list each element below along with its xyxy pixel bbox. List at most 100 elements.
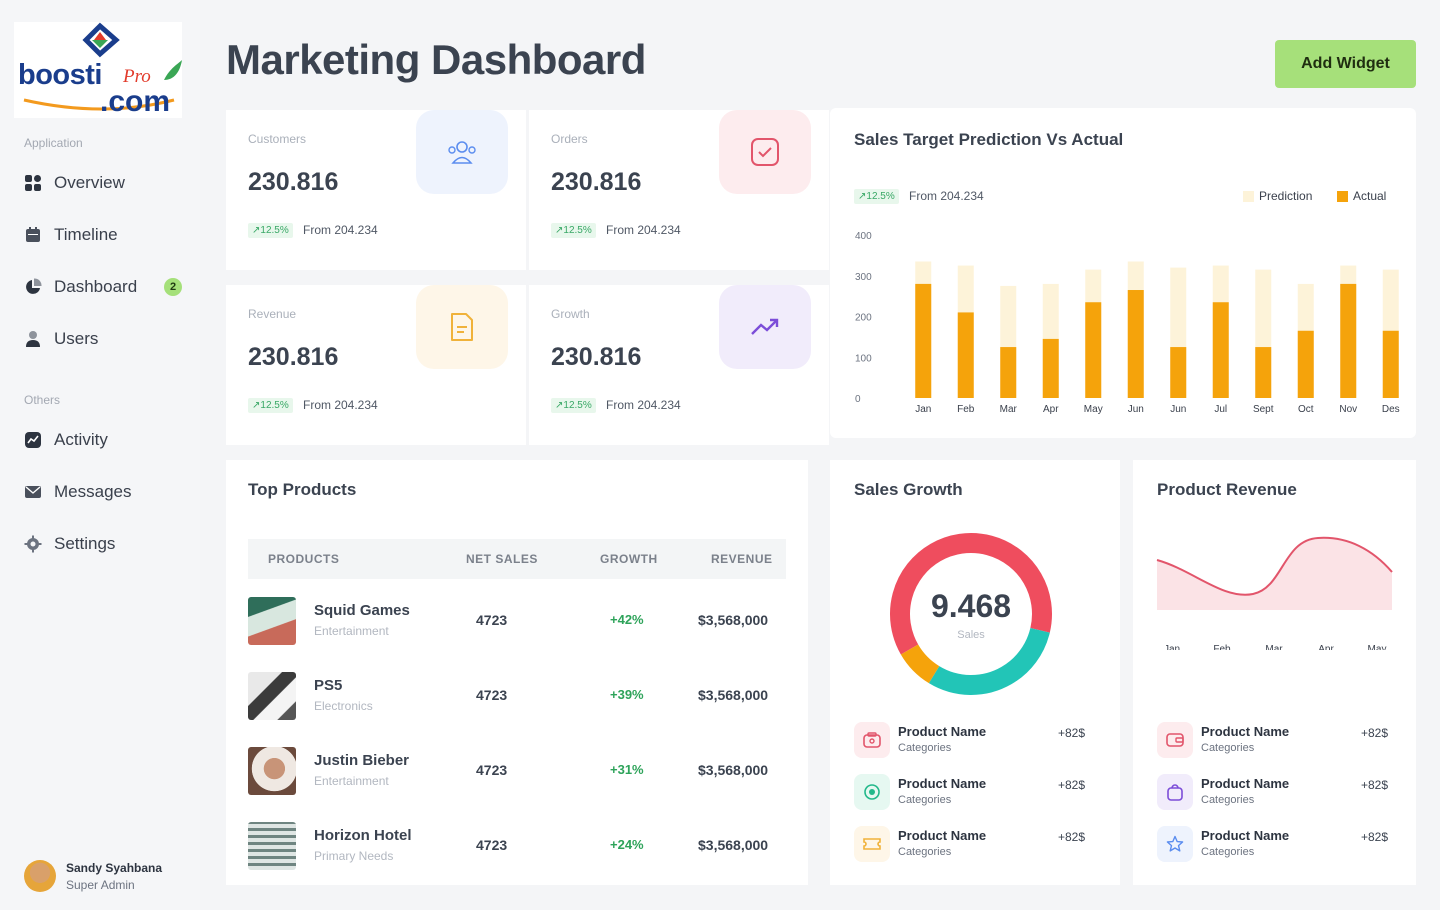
- actual-bar: [1127, 290, 1144, 398]
- sales-growth-list-item[interactable]: Product Name Categories +82$: [854, 826, 1094, 866]
- check-box-icon: [719, 110, 811, 194]
- sidebar-item-label: Overview: [54, 173, 125, 192]
- x-tick-label: Jan: [915, 404, 931, 415]
- table-row[interactable]: Squid Games Entertainment 4723 +42% $3,5…: [248, 597, 786, 647]
- product-revenue-list-item[interactable]: Product Name Categories +82$: [1157, 722, 1397, 762]
- revenue-area: [1157, 537, 1392, 610]
- table-row[interactable]: Justin Bieber Entertainment 4723 +31% $3…: [248, 747, 786, 797]
- sales-target-card: Sales Target Prediction Vs Actual ↗12.5%…: [830, 108, 1416, 438]
- list-item-value: +82$: [1361, 830, 1389, 844]
- actual-bar: [1255, 347, 1272, 398]
- sidebar: boosti Pro .com Application Overview Tim…: [0, 0, 200, 910]
- product-name: Justin Bieber: [314, 752, 410, 769]
- stat-label: Orders: [551, 132, 588, 146]
- actual-bar: [1170, 347, 1187, 398]
- x-tick-label: Jan: [1164, 644, 1180, 650]
- sidebar-item-label: Settings: [54, 534, 116, 553]
- donut-center-label: Sales: [957, 629, 985, 641]
- sales-growth-list-item[interactable]: Product Name Categories +82$: [854, 722, 1094, 762]
- add-widget-button[interactable]: Add Widget: [1275, 40, 1416, 88]
- y-tick-label: 200: [855, 313, 872, 324]
- brand-logo[interactable]: boosti Pro .com: [14, 22, 182, 118]
- product-revenue-card: Product Revenue Jan Feb Mar Apr May: [1133, 460, 1416, 885]
- list-item-name: Product Name: [898, 776, 987, 791]
- sidebar-item-dashboard[interactable]: Dashboard 2: [24, 272, 194, 302]
- sales-target-from: From 204.234: [909, 189, 984, 203]
- donut-slice-2: [890, 533, 1052, 695]
- sidebar-item-users[interactable]: Users: [24, 324, 194, 354]
- product-revenue-list-item[interactable]: Product Name Categories +82$: [1157, 826, 1397, 866]
- column-revenue[interactable]: REVENUE: [711, 552, 773, 566]
- stat-card-customers: Customers 230.816 ↗12.5% From 204.234: [226, 110, 526, 270]
- table-row[interactable]: Horizon Hotel Primary Needs 4723 +24% $3…: [248, 822, 786, 872]
- growth: +42%: [610, 612, 644, 627]
- column-net-sales[interactable]: NET SALES: [466, 552, 538, 566]
- column-growth[interactable]: GROWTH: [600, 552, 658, 566]
- mail-icon: [24, 483, 42, 501]
- x-tick-label: May: [1368, 644, 1387, 650]
- sidebar-item-label: Users: [54, 329, 99, 348]
- growth: +24%: [610, 837, 644, 852]
- actual-bar: [1000, 347, 1017, 398]
- product-name: Squid Games: [314, 602, 410, 619]
- stat-value: 230.816: [551, 168, 642, 196]
- logo-mark-icon: [23, 22, 182, 111]
- stat-from: From 204.234: [303, 398, 378, 412]
- user-profile[interactable]: Sandy Syahbana Super Admin: [24, 860, 162, 892]
- product-revenue-list-item[interactable]: Product Name Categories +82$: [1157, 774, 1397, 814]
- revenue: $3,568,000: [698, 612, 769, 628]
- sidebar-item-activity[interactable]: Activity: [24, 425, 194, 455]
- sidebar-item-label: Activity: [54, 430, 108, 449]
- product-category: Entertainment: [314, 624, 389, 638]
- legend-label: Prediction: [1259, 189, 1313, 203]
- sidebar-item-label: Timeline: [54, 225, 118, 244]
- ticket-icon: [854, 826, 890, 862]
- x-tick-label: Jun: [1170, 404, 1186, 415]
- actual-bar: [1340, 283, 1357, 398]
- others-section-label: Others: [24, 393, 61, 407]
- stat-label: Customers: [248, 132, 307, 146]
- product-category: Primary Needs: [314, 849, 394, 863]
- list-item-name: Product Name: [898, 724, 987, 739]
- sidebar-item-overview[interactable]: Overview: [24, 168, 194, 198]
- revenue: $3,568,000: [698, 687, 769, 703]
- stat-change-chip: ↗12.5%: [248, 398, 293, 413]
- x-tick-label: Feb: [1213, 644, 1231, 650]
- logo-pro-text: Pro: [123, 66, 151, 87]
- grid-icon: [24, 174, 42, 192]
- users-icon: [416, 110, 508, 194]
- stat-value: 230.816: [551, 343, 642, 371]
- product-thumbnail: [248, 822, 296, 870]
- x-tick-label: Apr: [1318, 644, 1334, 650]
- gear-icon: [24, 535, 42, 553]
- sidebar-item-settings[interactable]: Settings: [24, 529, 194, 559]
- legend-label: Actual: [1353, 189, 1387, 203]
- sales-growth-list-item[interactable]: Product Name Categories +82$: [854, 774, 1094, 814]
- actual-bar: [1297, 330, 1314, 398]
- stat-value: 230.816: [248, 343, 339, 371]
- sidebar-item-label: Dashboard: [54, 277, 138, 296]
- x-tick-label: Jul: [1214, 404, 1227, 415]
- actual-bar: [957, 312, 974, 398]
- legend-actual: Actual: [1337, 189, 1386, 203]
- dashboard-count-badge: 2: [164, 278, 182, 296]
- revenue-line: [1156, 536, 1393, 596]
- column-products[interactable]: PRODUCTS: [268, 552, 340, 566]
- y-tick-label: 400: [855, 231, 872, 242]
- product-thumbnail: [248, 747, 296, 795]
- trend-up-icon: [719, 285, 811, 369]
- stat-from: From 204.234: [606, 223, 681, 237]
- stat-card-revenue: Revenue 230.816 ↗12.5% From 204.234: [226, 285, 526, 445]
- sidebar-item-timeline[interactable]: Timeline: [24, 220, 194, 250]
- sales-growth-donut-chart: [890, 533, 1052, 695]
- growth: +39%: [610, 687, 644, 702]
- page-title: Marketing Dashboard: [226, 36, 646, 83]
- table-row[interactable]: PS5 Electronics 4723 +39% $3,568,000: [248, 672, 786, 722]
- logo-text: boosti: [18, 59, 103, 91]
- list-item-name: Product Name: [1201, 724, 1290, 739]
- sales-target-bar-chart: 0 100 200 300 400 Jan Feb Mar Apr May Jun Jun Jul Sep…: [855, 231, 1400, 415]
- sidebar-item-messages[interactable]: Messages: [24, 477, 194, 507]
- activity-icon: [24, 431, 42, 449]
- list-item-value: +82$: [1058, 778, 1086, 792]
- x-tick-label: Oct: [1298, 404, 1314, 415]
